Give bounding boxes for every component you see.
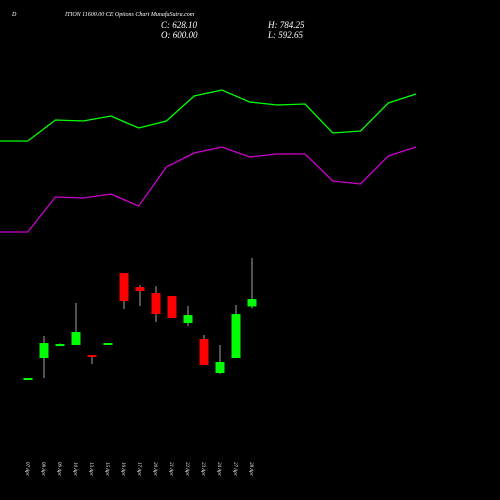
x-tick-label: 22 Apr (184, 462, 189, 476)
candle-body (247, 299, 257, 307)
candle-body (23, 378, 33, 381)
x-tick-label: 27 Apr (232, 462, 237, 476)
chart-title: ITION 11600.00 CE Options Chart MunafaSu… (64, 11, 195, 18)
candle-body (215, 362, 225, 374)
candle-body (183, 315, 193, 324)
x-tick-label: 24 Apr (216, 462, 221, 476)
ohlc-label: H: 784.25 (267, 20, 305, 30)
candle-body (231, 314, 241, 359)
x-tick-label: 23 Apr (200, 462, 205, 476)
candle-body (87, 355, 97, 358)
candle-body (119, 273, 129, 302)
candle-body (151, 293, 161, 315)
x-tick-label: 16 Apr (120, 462, 125, 476)
candle-body (135, 287, 145, 292)
title-prefix: D (11, 12, 17, 18)
ohlc-label: L: 592.65 (267, 30, 304, 40)
ohlc-label: C: 628.10 (161, 20, 198, 30)
candle-body (103, 343, 113, 346)
candle-body (71, 332, 81, 346)
x-tick-label: 13 Apr (88, 462, 93, 476)
x-tick-label: 21 Apr (168, 462, 173, 476)
candle-body (167, 296, 177, 319)
x-tick-label: 08 Apr (40, 462, 45, 476)
candle-body (55, 344, 65, 347)
x-tick-label: 20 Apr (152, 462, 157, 476)
indicator-line (0, 89, 417, 142)
candle-body (199, 339, 209, 366)
x-tick-label: 28 Apr (248, 462, 253, 476)
x-tick-label: 17 Apr (136, 462, 141, 476)
x-tick-label: 15 Apr (104, 462, 109, 476)
ohlc-label: O: 600.00 (161, 30, 198, 40)
indicator-line (0, 146, 417, 233)
x-tick-label: 09 Apr (56, 462, 61, 476)
x-tick-label: 10 Apr (72, 462, 77, 476)
candle-body (39, 343, 49, 359)
x-tick-label: 07 Apr (24, 462, 29, 476)
